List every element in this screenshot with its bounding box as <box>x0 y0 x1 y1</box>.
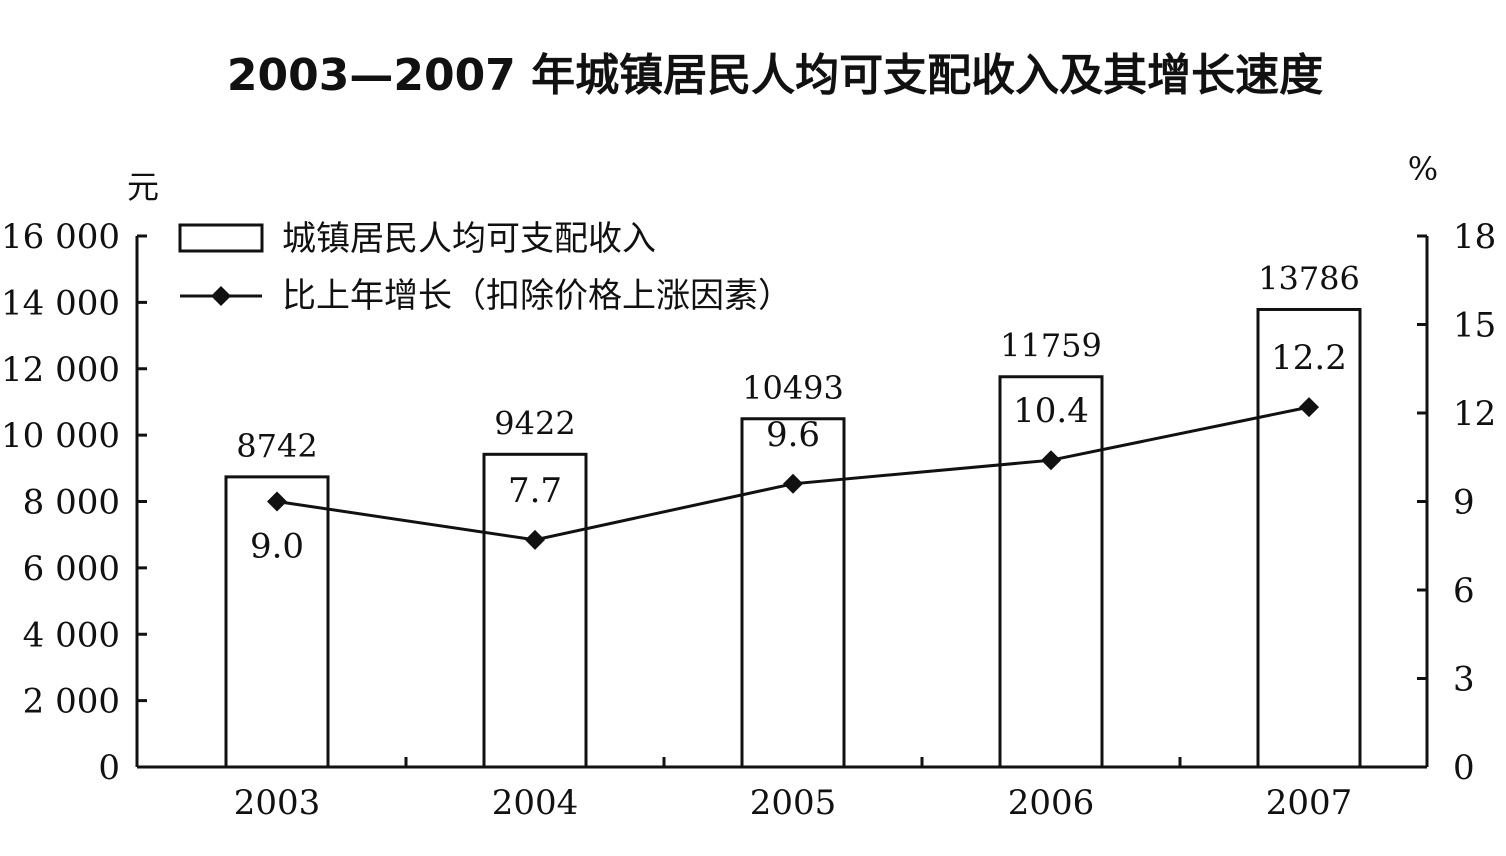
left-axis-tick-label: 2 000 <box>23 682 120 722</box>
left-axis-tick-label: 14 000 <box>1 283 120 323</box>
x-axis-tick-label: 2003 <box>234 783 321 823</box>
right-axis-tick-label: 15 <box>1453 306 1496 346</box>
income-bar <box>740 417 846 769</box>
income-bar-value-label: 10493 <box>742 369 844 407</box>
income-bar-value-label: 13786 <box>1258 259 1360 297</box>
income-bar-value-label: 8742 <box>236 427 317 465</box>
growth-value-label: 7.7 <box>508 471 562 511</box>
left-axis-tick-label: 10 000 <box>1 416 120 456</box>
legend-bar-label: 城镇居民人均可支配收入 <box>282 219 656 259</box>
income-bar <box>998 375 1104 769</box>
growth-value-label: 9.0 <box>250 527 304 567</box>
right-axis-tick-label: 0 <box>1453 748 1475 788</box>
right-axis-tick-label: 12 <box>1453 394 1496 434</box>
growth-value-label: 9.6 <box>766 415 820 455</box>
growth-line-series: 9.0 7.7 9.6 10.4 12.2 <box>250 338 1347 566</box>
x-axis-tick-label: 2006 <box>1008 783 1095 823</box>
left-axis-tick-label: 8 000 <box>23 483 120 523</box>
x-axis-tick-label: 2005 <box>750 783 837 823</box>
right-axis-tick-label: 3 <box>1453 660 1475 700</box>
left-axis-tick-label: 6 000 <box>23 549 120 589</box>
left-axis-tick-label: 0 <box>98 748 120 788</box>
income-bar <box>482 452 588 769</box>
left-axis-tick-label: 16 000 <box>1 217 120 257</box>
axes: 0 2 000 4 000 6 000 8 000 10 000 12 000 14 000 1… <box>1 217 1496 823</box>
growth-line-marker <box>1299 397 1319 418</box>
growth-line-marker <box>1041 450 1061 471</box>
left-axis-tick-label: 4 000 <box>23 615 120 655</box>
chart-title: 2003—2007 年城镇居民人均可支配收入及其增长速度 <box>227 50 1323 101</box>
right-axis-tick-label: 18 <box>1453 217 1496 257</box>
income-bar <box>1256 307 1362 769</box>
x-axis-tick-label: 2007 <box>1266 783 1353 823</box>
legend: 城镇居民人均可支配收入 比上年增长（扣除价格上涨因素） <box>178 219 792 316</box>
income-bar <box>224 475 330 769</box>
growth-line-marker <box>783 473 803 494</box>
left-axis-unit: 元 <box>127 168 159 206</box>
growth-line-marker <box>267 491 287 512</box>
growth-value-label: 10.4 <box>1013 391 1089 431</box>
legend-line-label: 比上年增长（扣除价格上涨因素） <box>282 276 792 316</box>
x-axis-tick-label: 2004 <box>492 783 579 823</box>
left-axis-tick-label: 12 000 <box>1 350 120 390</box>
income-bar-value-label: 9422 <box>494 404 575 442</box>
right-axis-unit: % <box>1408 150 1438 188</box>
legend-line-marker <box>211 286 231 306</box>
legend-bar-swatch <box>178 223 264 253</box>
bars: 8742 9422 10493 11759 13786 <box>224 259 1362 769</box>
income-bar-value-label: 11759 <box>1000 327 1102 365</box>
right-axis-tick-label: 9 <box>1453 483 1475 523</box>
growth-value-label: 12.2 <box>1271 338 1347 378</box>
right-axis-tick-label: 6 <box>1453 571 1475 611</box>
growth-line-marker <box>525 529 545 550</box>
